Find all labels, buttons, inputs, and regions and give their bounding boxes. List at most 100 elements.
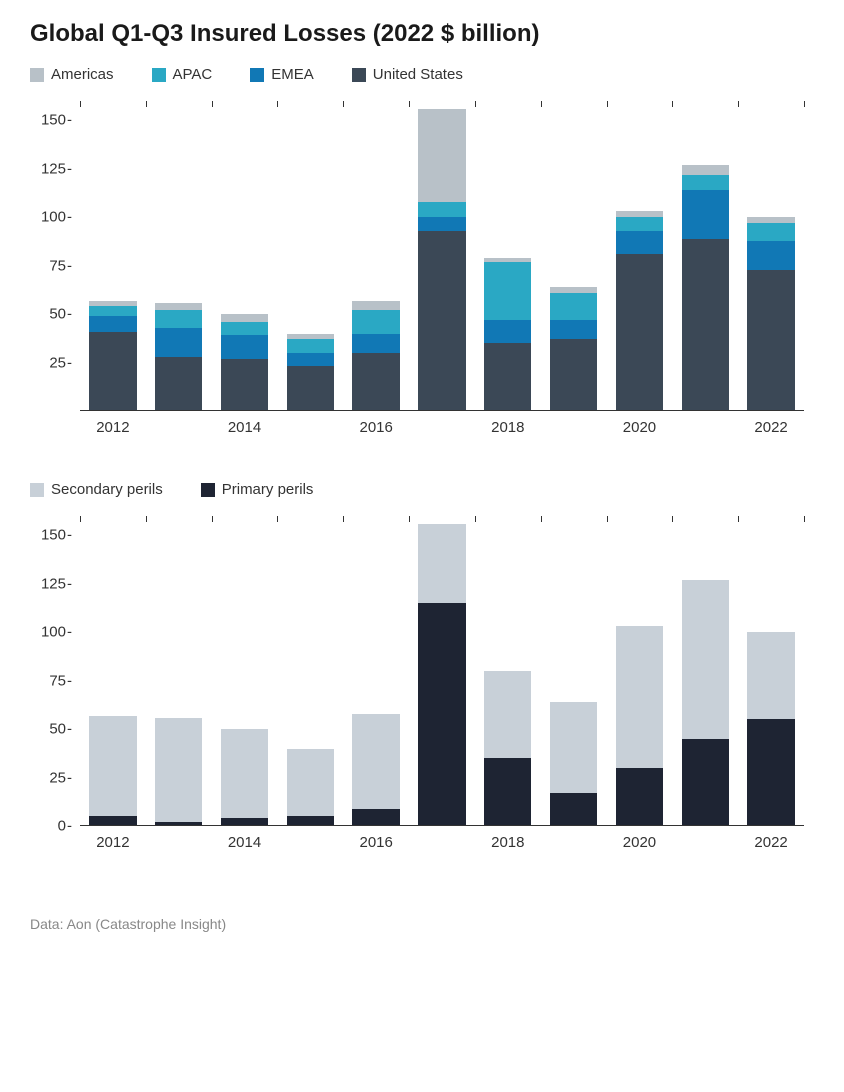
bar-2022 [747, 516, 794, 826]
x-tick-label: 2022 [754, 834, 787, 851]
bar-seg-us [484, 343, 531, 411]
bar-2014 [221, 516, 268, 826]
x-tick-label: 2020 [623, 419, 656, 436]
bar-2014 [221, 101, 268, 411]
x-tick-mark [607, 516, 608, 522]
legend-item-primary: Primary perils [201, 481, 314, 498]
bar-seg-primary [352, 809, 399, 826]
x-tick-mark [343, 101, 344, 107]
x-tick-label: 2016 [359, 834, 392, 851]
bar-seg-us [682, 239, 729, 411]
legend-label: Secondary perils [51, 481, 163, 498]
y-tick: 125 [41, 575, 72, 592]
legend-swatch [201, 483, 215, 497]
data-source: Data: Aon (Catastrophe Insight) [30, 916, 814, 932]
bar-seg-americas [352, 301, 399, 311]
bar-2022 [747, 101, 794, 411]
bar-seg-secondary [221, 729, 268, 818]
plot-area-bottom [80, 516, 804, 826]
bar-seg-secondary [682, 580, 729, 739]
bar-seg-apac [747, 223, 794, 240]
x-tick-mark [80, 101, 81, 107]
bar-seg-us [155, 357, 202, 411]
bar-2021 [682, 516, 729, 826]
x-tick-label: 2022 [754, 419, 787, 436]
legend-item-americas: Americas [30, 66, 114, 83]
bar-seg-primary [418, 603, 465, 826]
bar-seg-primary [747, 719, 794, 826]
bar-seg-apac [352, 310, 399, 333]
bar-2012 [89, 516, 136, 826]
bar-seg-secondary [155, 718, 202, 823]
x-tick-mark [804, 516, 805, 522]
x-tick-mark [475, 101, 476, 107]
chart-title: Global Q1-Q3 Insured Losses (2022 $ bill… [30, 20, 814, 48]
bar-seg-us [89, 332, 136, 411]
x-axis-top: 201220142016201820202022 [80, 411, 804, 451]
legend-label: Primary perils [222, 481, 314, 498]
bar-2018 [484, 101, 531, 411]
legend-label: APAC [173, 66, 213, 83]
x-tick-mark [541, 516, 542, 522]
bar-seg-emea [616, 231, 663, 254]
bar-seg-us [352, 353, 399, 411]
y-tick: 150 [41, 112, 72, 129]
bar-2016 [352, 516, 399, 826]
bar-2018 [484, 516, 531, 826]
chart-regions: 255075100125150 201220142016201820202022 [30, 91, 814, 451]
bar-2019 [550, 516, 597, 826]
x-tick-mark [343, 516, 344, 522]
x-tick-label: 2014 [228, 834, 261, 851]
x-tick-mark [277, 516, 278, 522]
x-tick-mark [146, 101, 147, 107]
y-tick: 100 [41, 624, 72, 641]
y-tick: 75 [49, 257, 72, 274]
legend-label: Americas [51, 66, 114, 83]
y-tick: 25 [49, 354, 72, 371]
legend-bottom: Secondary perils Primary perils [30, 481, 814, 498]
chart-perils: 0255075100125150 20122014201620182020202… [30, 506, 814, 866]
bar-seg-primary [550, 793, 597, 826]
bar-seg-apac [616, 217, 663, 231]
x-tick-mark [80, 516, 81, 522]
y-axis-top: 255075100125150 [30, 101, 80, 411]
x-tick-label: 2020 [623, 834, 656, 851]
bar-seg-emea [221, 335, 268, 358]
legend-label: EMEA [271, 66, 314, 83]
bar-seg-emea [287, 353, 334, 367]
bar-seg-americas [418, 109, 465, 202]
y-tick: 0 [58, 818, 72, 835]
bar-seg-secondary [89, 716, 136, 817]
x-tick-mark [672, 101, 673, 107]
legend-swatch [30, 483, 44, 497]
y-tick: 75 [49, 672, 72, 689]
x-tick-label: 2012 [96, 834, 129, 851]
plot-area-top [80, 101, 804, 411]
bar-2013 [155, 516, 202, 826]
bar-2021 [682, 101, 729, 411]
x-tick-mark [146, 516, 147, 522]
bar-seg-us [747, 270, 794, 411]
bar-2019 [550, 101, 597, 411]
bar-seg-apac [550, 293, 597, 320]
x-tick-mark [607, 101, 608, 107]
bar-2020 [616, 101, 663, 411]
bar-2017 [418, 101, 465, 411]
bar-seg-secondary [418, 524, 465, 603]
legend-swatch [352, 68, 366, 82]
legend-label: United States [373, 66, 463, 83]
y-tick: 100 [41, 209, 72, 226]
bar-seg-apac [155, 310, 202, 327]
y-axis-bottom: 0255075100125150 [30, 516, 80, 826]
bar-seg-americas [287, 334, 334, 340]
bar-seg-americas [550, 287, 597, 293]
x-tick-mark [738, 516, 739, 522]
bar-seg-emea [352, 334, 399, 353]
bar-seg-emea [89, 316, 136, 332]
bar-seg-americas [484, 258, 531, 262]
x-tick-mark [475, 516, 476, 522]
bar-seg-us [418, 231, 465, 411]
bar-2015 [287, 101, 334, 411]
bar-seg-us [221, 359, 268, 411]
bar-seg-emea [155, 328, 202, 357]
